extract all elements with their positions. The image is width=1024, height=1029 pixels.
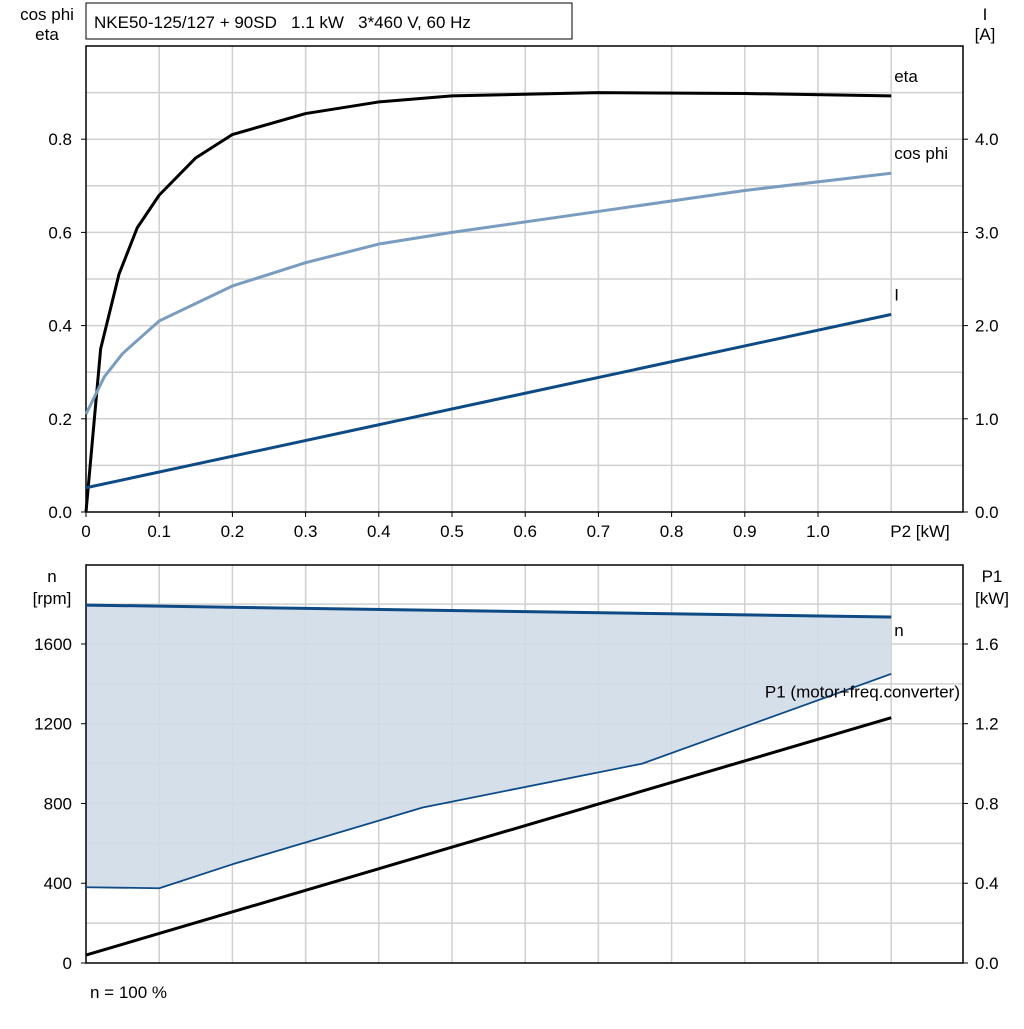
plot-frame xyxy=(85,45,964,513)
y-left-tick-label: 0.0 xyxy=(48,503,72,522)
y-left-tick-label: 1200 xyxy=(34,715,72,734)
y-left-tick-label: 800 xyxy=(44,794,72,813)
x-tick-label: 0.6 xyxy=(513,522,537,541)
x-tick-label: 0.2 xyxy=(221,522,245,541)
x-tick-label: 0.9 xyxy=(733,522,757,541)
speed-range-area xyxy=(86,605,892,889)
plot-frame xyxy=(85,564,964,964)
y-right-tick-label: 0.0 xyxy=(975,954,999,973)
y-right-tick-label: 0.8 xyxy=(975,794,999,813)
x-tick-label: 0.3 xyxy=(294,522,318,541)
x-tick-label: 0 xyxy=(81,522,90,541)
x-tick-label: 1.0 xyxy=(806,522,830,541)
series-label-eta: eta xyxy=(894,67,918,86)
right-axis-label-i: I xyxy=(983,5,988,24)
series-label-p1: P1 (motor+freq.converter) xyxy=(765,683,960,702)
footer-note: n = 100 % xyxy=(90,983,167,1002)
chart-title: NKE50-125/127 + 90SD 1.1 kW 3*460 V, 60 … xyxy=(94,13,471,32)
top-chart: 0 0.1 0.2 0.3 0.4 0.5 0.6 0.7 0.8 0.9 1.0 0.0 0.2 0.4… xyxy=(48,45,999,541)
x-tick-label: 0.4 xyxy=(367,522,391,541)
series-label-n: n xyxy=(894,621,903,640)
series-cos-phi-line xyxy=(84,171,892,415)
series-n-line xyxy=(85,603,892,619)
y-left-tick-label: 400 xyxy=(44,874,72,893)
p1-axis-label: P1 xyxy=(982,567,1003,586)
x-tick-label: 0.5 xyxy=(440,522,464,541)
x-axis-label: P2 [kW] xyxy=(890,522,950,541)
y-left-tick-label: 0.8 xyxy=(48,130,72,149)
series-I-line xyxy=(85,312,892,490)
y-right-tick-label: 3.0 xyxy=(975,223,999,242)
kw-axis-label: [kW] xyxy=(975,589,1009,608)
y-right-tick-label: 1.0 xyxy=(975,410,999,429)
series-label-cos-phi: cos phi xyxy=(894,144,948,163)
right-axis-label-a: [A] xyxy=(975,25,996,44)
n-axis-label: n xyxy=(47,567,56,586)
rpm-axis-label: [rpm] xyxy=(33,589,72,608)
series-eta-line xyxy=(84,91,892,513)
min-speed-line xyxy=(85,673,892,890)
y-right-tick-label: 2.0 xyxy=(975,317,999,336)
x-tick-label: 0.8 xyxy=(660,522,684,541)
left-axis-label-cosphi: cos phi xyxy=(20,5,74,24)
series-label-I: I xyxy=(894,285,899,304)
y-left-tick-label: 0.2 xyxy=(48,410,72,429)
y-left-tick-label: 0 xyxy=(63,954,72,973)
bottom-chart: 0 400 800 1200 1600 0.0 0.4 0.8 1.2 1.6 n P1 (motor… xyxy=(34,564,999,973)
y-right-tick-label: 0.0 xyxy=(975,503,999,522)
y-left-tick-label: 1600 xyxy=(34,635,72,654)
x-tick-label: 0.1 xyxy=(147,522,171,541)
y-left-tick-label: 0.4 xyxy=(48,317,72,336)
title-box xyxy=(85,2,573,40)
y-right-tick-label: 1.2 xyxy=(975,715,999,734)
y-right-tick-label: 0.4 xyxy=(975,874,999,893)
series-p1-line xyxy=(85,716,892,957)
x-tick-label: 0.7 xyxy=(587,522,611,541)
y-left-tick-label: 0.6 xyxy=(48,223,72,242)
left-axis-label-eta: eta xyxy=(35,25,59,44)
y-right-tick-label: 1.6 xyxy=(975,635,999,654)
y-right-tick-label: 4.0 xyxy=(975,130,999,149)
